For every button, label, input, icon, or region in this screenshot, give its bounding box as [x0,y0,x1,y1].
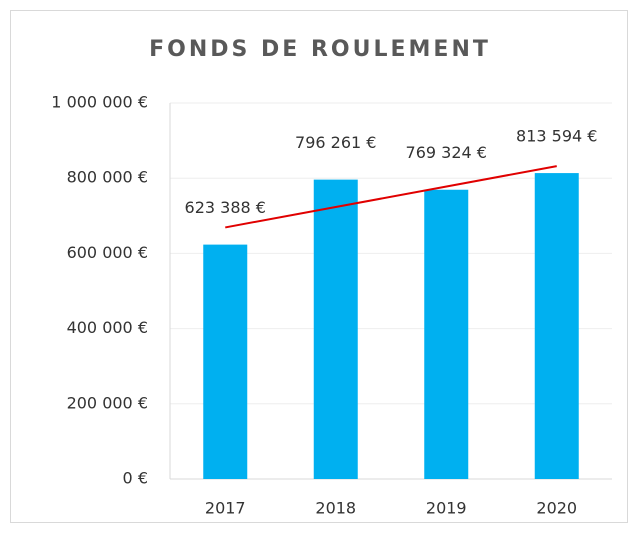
y-tick-label: 800 000 € [67,168,148,187]
bar [534,173,579,479]
x-tick-label: 2018 [315,499,356,518]
trendline [225,165,557,229]
y-tick-label: 1 000 000 € [51,93,148,112]
y-tick-label: 600 000 € [67,243,148,262]
data-label: 623 388 € [185,198,266,217]
bar [424,189,469,479]
y-tick-label: 400 000 € [67,318,148,337]
data-label: 769 324 € [406,143,487,162]
x-tick-label: 2020 [536,499,577,518]
bar [313,179,358,479]
bar [203,244,248,479]
chart-title: FONDS DE ROULEMENT [149,37,491,62]
y-tick-label: 0 € [123,469,148,488]
y-tick-label: 200 000 € [67,393,148,412]
x-tick-label: 2017 [205,499,246,518]
x-tick-label: 2019 [426,499,467,518]
data-label: 796 261 € [295,133,376,152]
data-label: 813 594 € [516,127,597,146]
